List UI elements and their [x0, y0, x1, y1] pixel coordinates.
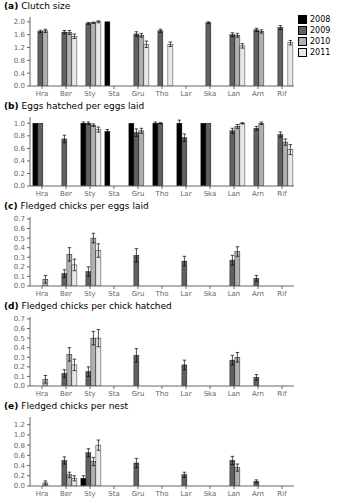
svg-text:Hra: Hra	[36, 90, 48, 98]
svg-text:0.8: 0.8	[14, 132, 25, 140]
svg-text:Ska: Ska	[204, 190, 217, 198]
svg-text:1.2: 1.2	[14, 421, 25, 429]
svg-text:Ska: Ska	[204, 290, 217, 298]
svg-text:Lan: Lan	[228, 490, 241, 498]
svg-text:Sty: Sty	[84, 290, 95, 298]
svg-text:Hra: Hra	[36, 190, 48, 198]
svg-text:Ska: Ska	[204, 490, 217, 498]
svg-text:0.6: 0.6	[14, 325, 26, 333]
html-text:(c) Fledged chicks per eggs la: (c) Fledged chicks per eggs laid	[4, 201, 149, 211]
svg-text:Sta: Sta	[108, 490, 119, 498]
svg-text:1.0: 1.0	[14, 120, 25, 128]
svg-text:0.2: 0.2	[14, 363, 25, 371]
svg-text:0.3: 0.3	[14, 254, 25, 262]
svg-text:0.0: 0.0	[14, 82, 25, 90]
svg-text:0.8: 0.8	[14, 57, 25, 65]
svg-text:Ska: Ska	[204, 90, 217, 98]
html-text:(a) Clutch size: (a) Clutch size	[4, 1, 71, 11]
svg-text:0.8: 0.8	[14, 442, 25, 450]
html-text:(b) Eggs hatched per eggs laid: (b) Eggs hatched per eggs laid	[4, 101, 145, 111]
svg-text:0.0: 0.0	[14, 382, 25, 390]
svg-text:0.0: 0.0	[14, 182, 25, 190]
svg-text:Ber: Ber	[60, 290, 72, 298]
svg-text:Lar: Lar	[180, 390, 191, 398]
svg-text:Ber: Ber	[60, 190, 72, 198]
svg-text:0.0: 0.0	[14, 282, 25, 290]
svg-text:Sty: Sty	[84, 490, 95, 498]
svg-text:0.5: 0.5	[14, 235, 25, 243]
svg-text:Tho: Tho	[155, 490, 169, 498]
svg-text:Rif: Rif	[277, 190, 287, 198]
svg-text:0.6: 0.6	[14, 452, 26, 460]
svg-text:0.3: 0.3	[14, 354, 25, 362]
svg-text:0.1: 0.1	[14, 273, 25, 281]
svg-text:Tho: Tho	[155, 290, 169, 298]
svg-text:Sty: Sty	[84, 190, 95, 198]
svg-text:Hra: Hra	[36, 290, 48, 298]
svg-text:Lar: Lar	[180, 490, 191, 498]
svg-text:0.7: 0.7	[14, 315, 25, 323]
svg-text:0.4: 0.4	[14, 462, 26, 470]
html-text:2011: 2011	[310, 48, 331, 57]
svg-text:Rif: Rif	[277, 490, 287, 498]
svg-text:Lar: Lar	[180, 290, 191, 298]
svg-text:Lar: Lar	[180, 190, 191, 198]
svg-text:Lan: Lan	[228, 390, 241, 398]
svg-text:Arn: Arn	[252, 290, 264, 298]
svg-text:0.4: 0.4	[14, 70, 26, 78]
svg-text:1.2: 1.2	[14, 44, 25, 52]
svg-text:Hra: Hra	[36, 490, 48, 498]
svg-text:Gru: Gru	[132, 90, 145, 98]
svg-text:Lan: Lan	[228, 90, 241, 98]
svg-text:0.6: 0.6	[14, 225, 26, 233]
svg-text:1.0: 1.0	[14, 431, 25, 439]
svg-text:0.2: 0.2	[14, 170, 25, 178]
svg-text:0.5: 0.5	[14, 335, 25, 343]
svg-text:Tho: Tho	[155, 390, 169, 398]
svg-text:Ska: Ska	[204, 390, 217, 398]
svg-text:0.6: 0.6	[14, 145, 26, 153]
svg-text:0.4: 0.4	[14, 344, 26, 352]
svg-text:0.4: 0.4	[14, 244, 26, 252]
svg-text:Rif: Rif	[277, 90, 287, 98]
svg-text:Rif: Rif	[277, 290, 287, 298]
svg-text:Sta: Sta	[108, 390, 119, 398]
svg-text:Sta: Sta	[108, 190, 119, 198]
svg-text:Sty: Sty	[84, 90, 95, 98]
svg-text:0.4: 0.4	[14, 157, 26, 165]
svg-text:Lan: Lan	[228, 190, 241, 198]
svg-text:0.2: 0.2	[14, 472, 25, 480]
html-text:2008: 2008	[310, 15, 331, 24]
svg-text:Sta: Sta	[108, 290, 119, 298]
html-text:2010: 2010	[310, 37, 331, 46]
svg-text:Ber: Ber	[60, 490, 72, 498]
html-text:(e) Fledged chicks per nest: (e) Fledged chicks per nest	[4, 401, 129, 411]
svg-text:Tho: Tho	[155, 90, 169, 98]
svg-text:Gru: Gru	[132, 390, 145, 398]
svg-text:Arn: Arn	[252, 390, 264, 398]
svg-text:Sty: Sty	[84, 390, 95, 398]
svg-text:0.7: 0.7	[14, 215, 25, 223]
svg-text:Tho: Tho	[155, 190, 169, 198]
svg-text:Sta: Sta	[108, 90, 119, 98]
svg-text:2.0: 2.0	[14, 18, 25, 26]
svg-text:Arn: Arn	[252, 190, 264, 198]
svg-text:Rif: Rif	[277, 390, 287, 398]
svg-text:1.6: 1.6	[14, 31, 26, 39]
svg-text:Lar: Lar	[180, 90, 191, 98]
svg-text:Gru: Gru	[132, 190, 145, 198]
svg-text:Arn: Arn	[252, 90, 264, 98]
html-text:(d) Fledged chicks per chick h: (d) Fledged chicks per chick hatched	[4, 301, 172, 311]
svg-text:0.1: 0.1	[14, 373, 25, 381]
svg-text:Arn: Arn	[252, 490, 264, 498]
svg-text:Gru: Gru	[132, 490, 145, 498]
svg-text:Ber: Ber	[60, 90, 72, 98]
html-text:2009: 2009	[310, 26, 331, 35]
svg-text:Lan: Lan	[228, 290, 241, 298]
svg-text:0.0: 0.0	[14, 482, 25, 490]
svg-text:Hra: Hra	[36, 390, 48, 398]
svg-text:0.2: 0.2	[14, 263, 25, 271]
svg-text:Ber: Ber	[60, 390, 72, 398]
svg-text:Gru: Gru	[132, 290, 145, 298]
